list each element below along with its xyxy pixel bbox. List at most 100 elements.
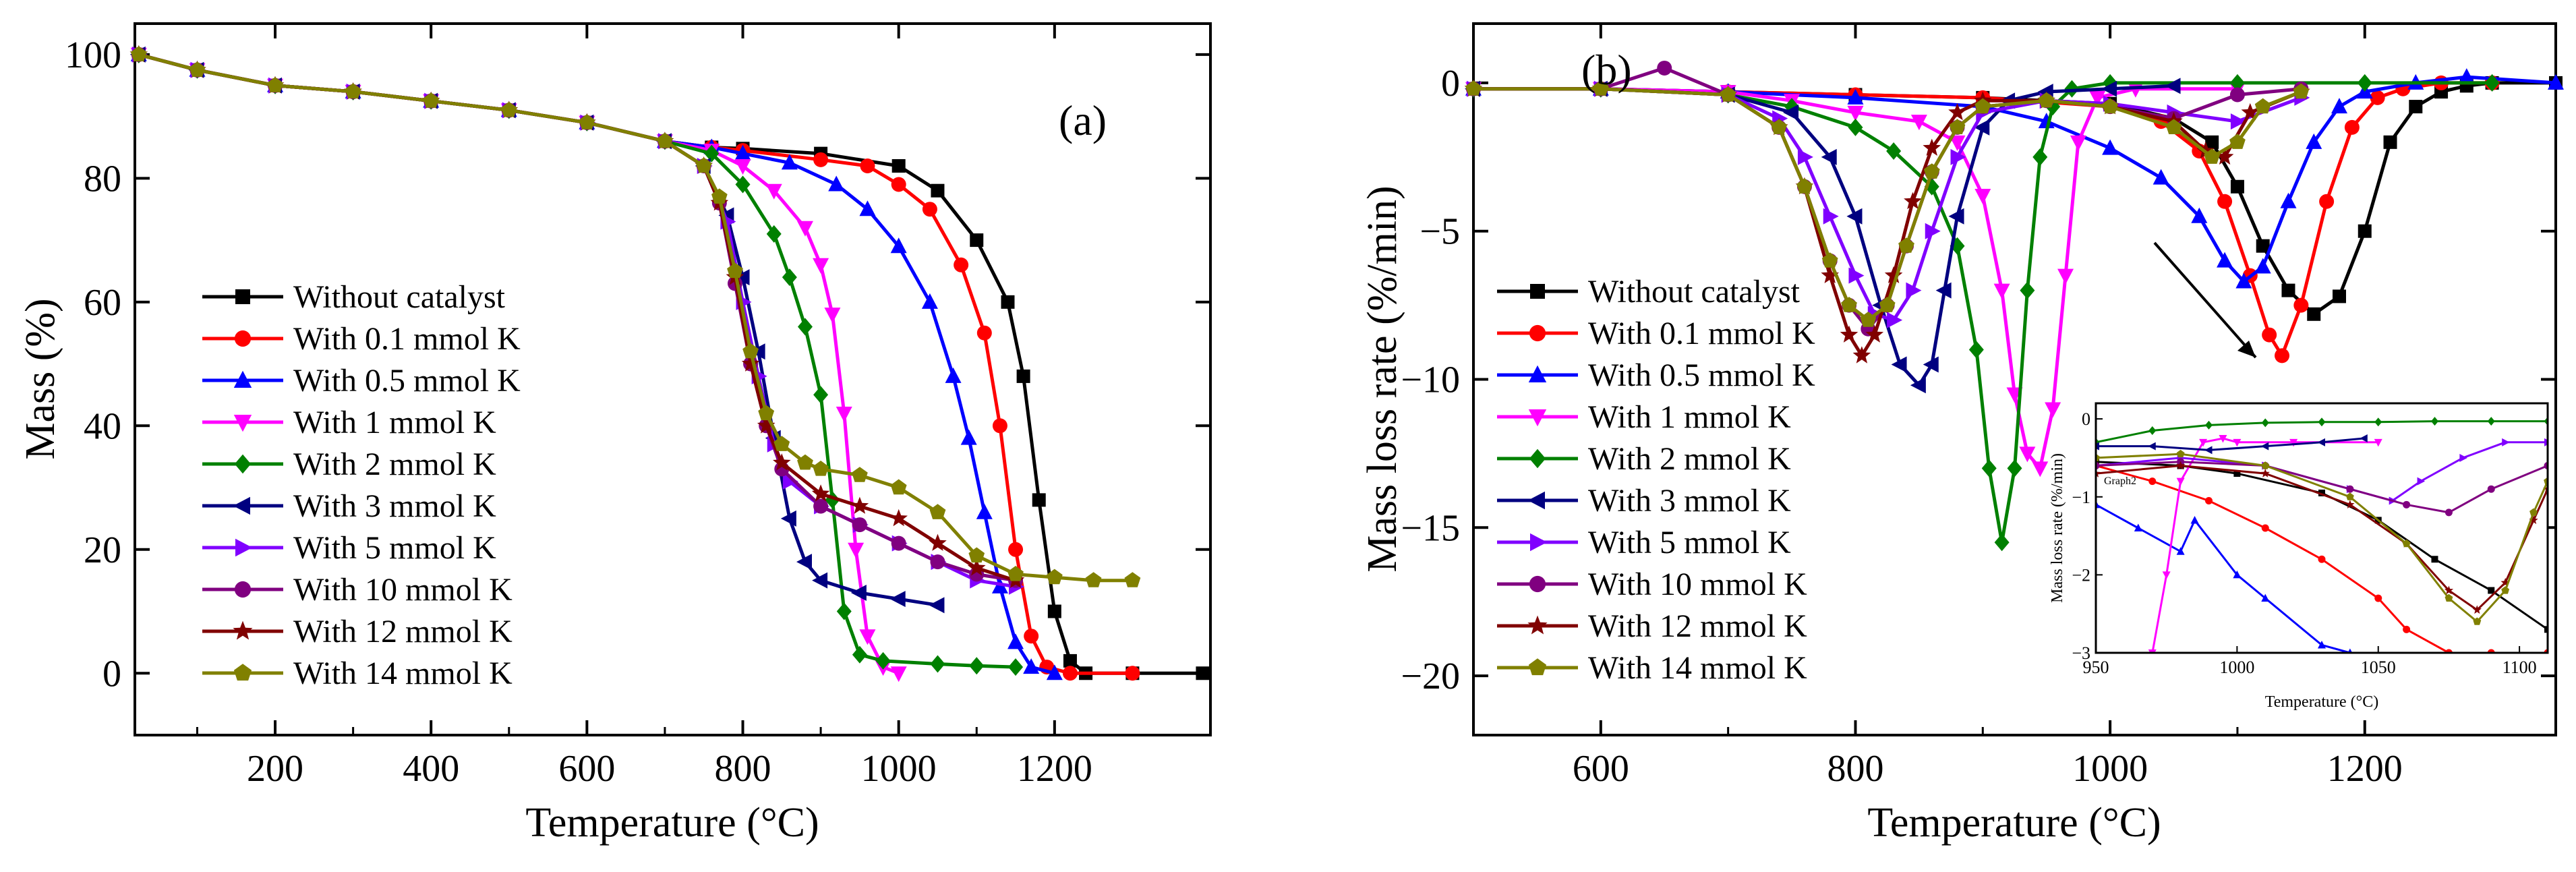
data-point xyxy=(992,418,1007,434)
data-point xyxy=(1196,666,1210,680)
y-tick-label: 80 xyxy=(84,158,121,200)
data-point xyxy=(1993,283,2010,299)
inset-data-point xyxy=(2500,577,2510,587)
data-point xyxy=(1950,148,1966,165)
series-with-0-1-mmol-k xyxy=(131,47,1140,681)
data-point xyxy=(1007,566,1024,581)
legend-marker xyxy=(1530,284,1545,299)
data-point xyxy=(1968,341,1984,359)
data-point xyxy=(859,629,876,645)
data-point xyxy=(890,479,907,495)
data-point xyxy=(2357,74,2372,92)
data-point xyxy=(813,386,829,404)
data-point xyxy=(1008,658,1024,676)
legend-item: With 12 mmol K xyxy=(1497,608,1807,644)
data-point xyxy=(1949,135,1966,151)
legend-item: With 2 mmol K xyxy=(202,446,496,482)
inset-data-point xyxy=(2501,586,2510,594)
legend-marker xyxy=(233,664,252,681)
legend-item: With 3 mmol K xyxy=(1497,483,1791,519)
inset-y-axis-title: Mass loss rate (%/min) xyxy=(2049,453,2066,603)
inset-data-point xyxy=(2233,438,2242,447)
panel-a-ticks: 200 400 600 800 1000 1200 0 20 40 60 80 100 xyxy=(65,24,1210,790)
panel-b-mass-loss-rate-chart: 600 800 1000 1200−20−15−10−50 Without catal… xyxy=(1359,22,2564,846)
data-point xyxy=(2165,78,2181,94)
inset-data-point xyxy=(2199,438,2208,447)
inset-data-point xyxy=(2445,508,2453,517)
inset-y-tick-label: 0 xyxy=(2082,409,2090,429)
panel-b-x-axis-title: Temperature (°C) xyxy=(1867,800,2161,846)
inset-data-point xyxy=(2289,438,2298,447)
inset-data-point xyxy=(2529,508,2538,516)
legend-marker xyxy=(235,289,250,304)
data-point xyxy=(970,233,984,248)
data-point xyxy=(1821,148,1837,165)
data-point xyxy=(130,46,147,61)
inset-data-point xyxy=(2529,515,2538,525)
legend-marker xyxy=(1528,658,1547,676)
y-tick-label: −15 xyxy=(1401,507,1460,549)
data-point xyxy=(812,572,828,589)
inset-data-point xyxy=(2445,593,2453,602)
data-point xyxy=(1657,60,1672,76)
panel-b-label: (b) xyxy=(1581,46,1632,94)
legend-label: With 5 mmol K xyxy=(293,530,496,566)
legend-marker xyxy=(1529,448,1546,469)
legend-marker xyxy=(233,370,252,388)
x-tick-label: 600 xyxy=(1573,748,1629,790)
data-point xyxy=(1007,633,1024,649)
data-point xyxy=(695,157,712,173)
data-point xyxy=(860,158,875,173)
data-point xyxy=(2103,74,2118,92)
data-point xyxy=(891,159,906,173)
legend-marker xyxy=(234,454,252,474)
panel-b-y-axis-title: Mass loss rate (%/min) xyxy=(1359,185,1405,572)
inset-data-point xyxy=(2444,585,2454,595)
series-line xyxy=(1473,87,2237,470)
panel-a-plot-frame xyxy=(134,22,1212,736)
data-point xyxy=(2019,446,2036,463)
legend-label: With 5 mmol K xyxy=(1588,525,1791,560)
data-point xyxy=(189,61,206,77)
data-point xyxy=(2217,252,2233,268)
legend-item: With 1 mmol K xyxy=(1497,399,1791,435)
data-point xyxy=(2038,113,2055,129)
data-point xyxy=(969,657,985,675)
legend-label: With 12 mmol K xyxy=(1588,608,1807,644)
data-point xyxy=(930,655,945,673)
inset-data-point xyxy=(2233,470,2241,477)
inset-x-tick-label: 950 xyxy=(2083,658,2109,677)
inset-data-point xyxy=(2317,438,2325,446)
data-point xyxy=(773,453,791,471)
data-point xyxy=(811,484,830,502)
data-point xyxy=(824,308,841,324)
data-point xyxy=(2205,135,2219,149)
inset-data-point xyxy=(2261,524,2269,532)
legend-item: With 0.5 mmol K xyxy=(1497,357,1815,393)
data-point xyxy=(742,343,759,359)
data-point xyxy=(850,496,869,514)
data-point xyxy=(2191,207,2208,223)
inset-data-point xyxy=(2403,625,2411,633)
data-point xyxy=(1821,266,1839,283)
data-point xyxy=(2333,289,2346,303)
legend-marker xyxy=(1528,365,1547,382)
data-point xyxy=(1847,88,1864,105)
inset-series-line xyxy=(2096,453,2548,623)
inset-data-point xyxy=(2417,477,2426,486)
inset-y-tick-label: −1 xyxy=(2072,488,2090,507)
legend-item: With 0.1 mmol K xyxy=(1497,316,1815,351)
inset-series-line xyxy=(2096,503,2351,653)
data-point xyxy=(889,508,908,527)
legend-item: With 10 mmol K xyxy=(202,572,513,608)
data-point xyxy=(1024,629,1039,644)
data-point xyxy=(2275,348,2290,364)
data-point xyxy=(2280,192,2297,208)
data-point xyxy=(922,202,937,217)
data-point xyxy=(345,83,361,98)
data-point xyxy=(2319,194,2335,209)
inset-data-point xyxy=(2472,605,2482,614)
data-point xyxy=(2070,135,2086,151)
data-point xyxy=(859,200,876,216)
data-point xyxy=(852,467,868,482)
